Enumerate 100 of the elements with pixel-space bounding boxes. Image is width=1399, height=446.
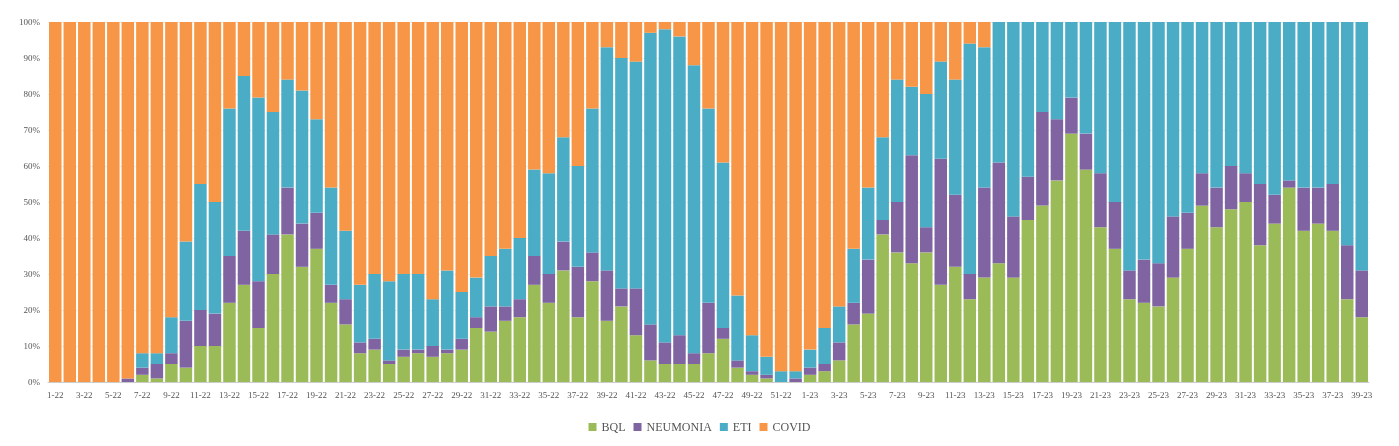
bar xyxy=(237,284,251,382)
bar xyxy=(237,230,251,285)
bar xyxy=(1065,22,1078,98)
bar xyxy=(702,108,715,303)
bar xyxy=(469,277,483,318)
bar xyxy=(1021,220,1035,382)
bar xyxy=(150,378,164,382)
bar xyxy=(208,22,222,202)
bar xyxy=(136,374,149,382)
bar xyxy=(1036,205,1049,382)
bar xyxy=(600,22,614,48)
x-tick-label: 33-22 xyxy=(509,389,531,400)
bar xyxy=(1253,184,1267,246)
bar xyxy=(252,97,265,282)
bar xyxy=(455,292,468,339)
bar xyxy=(194,184,207,310)
bar xyxy=(469,22,483,278)
bar xyxy=(266,22,280,112)
x-tick-label: 1-22 xyxy=(47,389,64,400)
x-tick-label: 35-22 xyxy=(538,389,560,400)
bar xyxy=(469,317,483,328)
bar xyxy=(629,335,643,382)
bar xyxy=(324,284,338,303)
bar xyxy=(673,36,686,336)
x-tick-label: 41-22 xyxy=(625,389,647,400)
bar xyxy=(150,22,164,354)
bar xyxy=(1036,22,1049,112)
bar xyxy=(920,94,933,228)
bar xyxy=(586,108,599,253)
bar xyxy=(847,324,860,382)
bar xyxy=(397,356,410,382)
bar xyxy=(1181,212,1194,249)
bar xyxy=(963,274,977,300)
bar xyxy=(920,227,933,253)
bar xyxy=(978,187,991,278)
bar xyxy=(1123,270,1136,300)
bar xyxy=(281,22,294,80)
y-tick-label: 90% xyxy=(23,53,41,63)
bar xyxy=(440,270,454,350)
bar xyxy=(1123,22,1136,271)
x-tick-label: 37-22 xyxy=(567,389,589,400)
bar xyxy=(542,22,556,174)
bar xyxy=(905,86,918,156)
bar xyxy=(586,281,599,382)
bar xyxy=(310,212,323,249)
bar xyxy=(731,295,744,361)
bar xyxy=(745,22,759,336)
bar xyxy=(281,79,294,188)
x-tick-label: 9-23 xyxy=(918,389,935,400)
bar xyxy=(353,353,367,382)
bar xyxy=(949,266,962,382)
bar xyxy=(644,32,657,325)
bar xyxy=(165,317,178,354)
bar xyxy=(832,22,846,307)
bar xyxy=(1021,176,1035,220)
bar xyxy=(890,22,904,80)
x-tick-label: 27-23 xyxy=(1177,389,1199,400)
bar xyxy=(963,22,977,44)
bar xyxy=(165,353,178,364)
bar xyxy=(905,22,918,87)
bar xyxy=(223,256,236,303)
bar xyxy=(644,324,657,361)
x-tick-label: 23-22 xyxy=(364,389,386,400)
bar xyxy=(876,22,889,138)
bar xyxy=(1311,223,1325,382)
bar xyxy=(760,22,773,357)
bar xyxy=(499,306,512,321)
bar xyxy=(978,22,991,48)
bar xyxy=(1065,133,1078,382)
bar xyxy=(223,108,236,256)
bar xyxy=(353,284,367,343)
bar xyxy=(1253,22,1267,184)
bar xyxy=(760,378,773,382)
bar xyxy=(832,306,846,343)
bar xyxy=(1181,22,1194,213)
bar xyxy=(1210,227,1223,382)
bar xyxy=(194,310,207,346)
bar xyxy=(600,320,614,382)
bar xyxy=(1282,180,1296,188)
bar xyxy=(499,248,512,307)
bar xyxy=(295,223,309,267)
bar xyxy=(934,158,948,285)
x-tick-label: 7-22 xyxy=(134,389,151,400)
bar xyxy=(411,274,425,350)
bar xyxy=(920,252,933,382)
bar xyxy=(528,256,541,285)
x-tick-label: 23-23 xyxy=(1118,389,1141,400)
bar xyxy=(165,22,178,318)
x-tick-label: 29-22 xyxy=(451,389,473,400)
bar xyxy=(847,22,860,249)
x-tick-label: 17-22 xyxy=(277,389,299,400)
bar xyxy=(861,187,875,260)
bar xyxy=(1123,299,1136,382)
bar xyxy=(745,335,759,372)
bar xyxy=(295,266,309,382)
bar xyxy=(382,22,396,282)
bar xyxy=(295,22,309,91)
bar xyxy=(847,302,860,325)
bar xyxy=(731,360,744,368)
bar xyxy=(266,112,280,235)
